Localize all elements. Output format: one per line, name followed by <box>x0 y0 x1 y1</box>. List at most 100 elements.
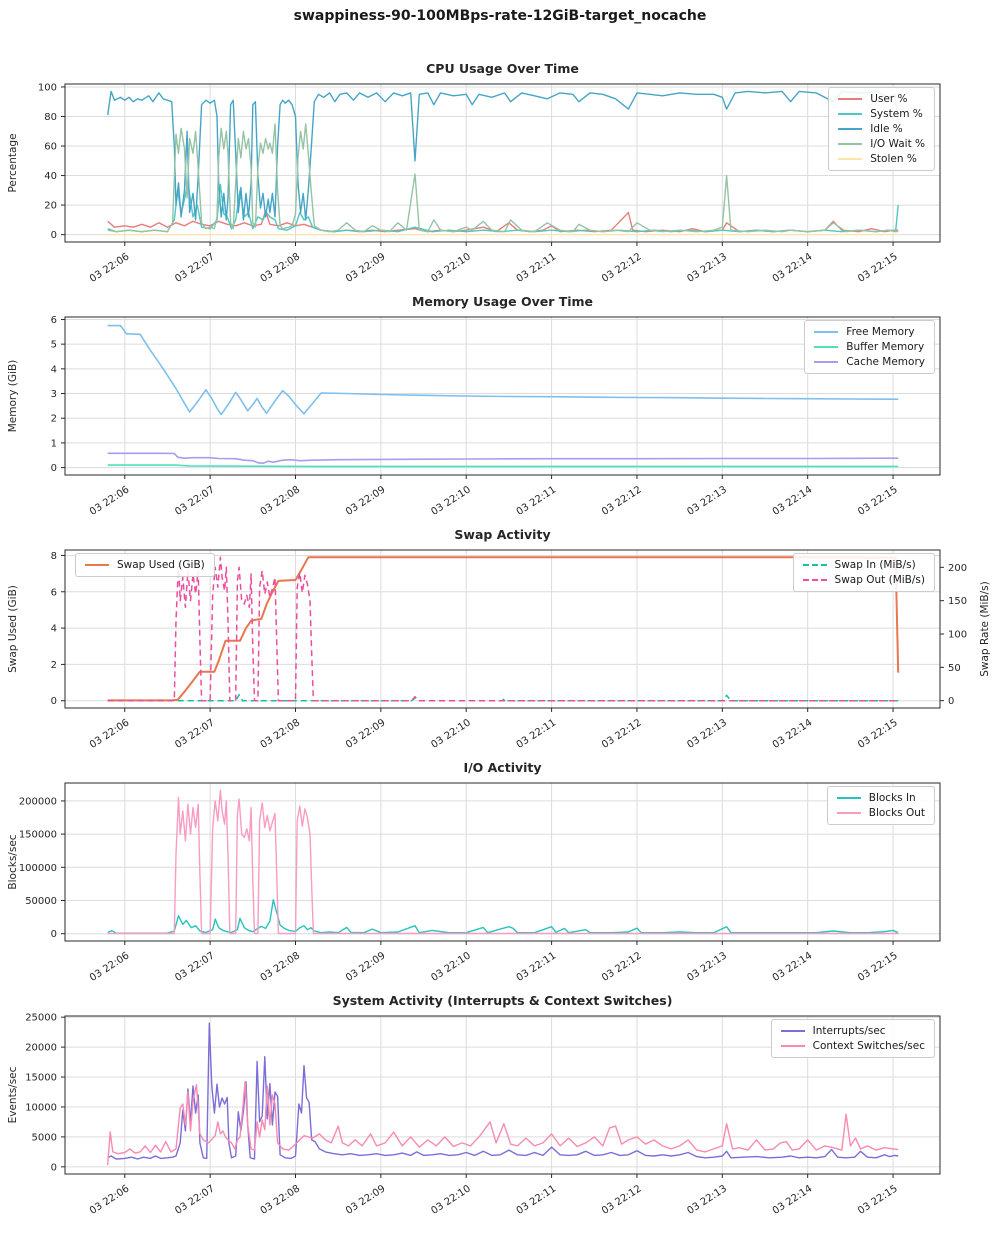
right-y-tick-label: 0 <box>948 696 954 707</box>
cpu-legend: User % System % Idle % I/O Wait % Stolen % <box>828 87 935 171</box>
legend-item: Stolen % <box>838 153 925 165</box>
x-tick-label: 03 22:14 <box>771 251 815 285</box>
legend-swatch <box>780 1030 805 1032</box>
y-tick-label: 0 <box>51 929 57 940</box>
plot-frame <box>64 83 941 243</box>
right-y-tick-label: 100 <box>948 630 967 641</box>
x-tick-label: 03 22:15 <box>856 484 900 518</box>
series-swap-in-mib-s- <box>107 693 899 702</box>
x-tick-label: 03 22:07 <box>173 717 217 751</box>
x-tick-label: 03 22:09 <box>344 717 388 751</box>
series-swap-used-gib- <box>107 556 900 702</box>
legend-item: Swap In (MiB/s) <box>802 559 925 571</box>
y-tick-label: 80 <box>44 112 57 123</box>
series-blocks-out <box>107 789 899 935</box>
series-blocks-in <box>107 899 899 934</box>
legend-label: User % <box>870 93 908 105</box>
legend-label: Swap Out (MiB/s) <box>834 574 925 586</box>
y-tick-label: 60 <box>44 142 57 153</box>
legend-label: Free Memory <box>846 326 915 338</box>
chart-memory-usage: 03 22:06 03 22:07 03 22:08 03 22:09 03 22:10… <box>0 287 1000 520</box>
x-tick-label: 03 22:06 <box>88 950 132 984</box>
x-tick-label: 03 22:13 <box>685 717 729 751</box>
legend-swatch <box>838 128 863 130</box>
series-idle- <box>107 90 899 221</box>
legend-label: Interrupts/sec <box>812 1025 886 1037</box>
x-tick-label: 03 22:07 <box>173 251 217 285</box>
x-tick-label: 03 22:07 <box>173 950 217 984</box>
y-tick-label: 8 <box>51 551 57 562</box>
series-buffer-memory <box>107 464 899 468</box>
right-y-tick-label: 150 <box>948 596 967 607</box>
x-tick-label: 03 22:14 <box>771 1183 815 1217</box>
y-tick-label: 50000 <box>25 896 57 907</box>
memory-plot-canvas: 03 22:06 03 22:07 03 22:08 03 22:09 03 22:10… <box>7 294 941 518</box>
x-tick-label: 03 22:14 <box>771 950 815 984</box>
y-tick-label: 6 <box>51 587 57 598</box>
legend-label: Swap In (MiB/s) <box>834 559 916 571</box>
system-plot-canvas: 03 22:06 03 22:07 03 22:08 03 22:09 03 22:10… <box>7 993 941 1217</box>
y-tick-label: 40 <box>44 171 57 182</box>
x-tick-label: 03 22:12 <box>600 950 644 984</box>
x-tick-label: 03 22:08 <box>259 1183 303 1217</box>
io-legend: Blocks In Blocks Out <box>826 786 935 825</box>
right-y-axis-label: Swap Rate (MiB/s) <box>979 581 991 676</box>
x-tick-label: 03 22:10 <box>429 717 473 751</box>
y-tick-label: 6 <box>51 315 57 326</box>
legend-swatch <box>836 797 861 799</box>
legend-label: Idle % <box>870 123 903 135</box>
x-tick-label: 03 22:12 <box>600 1183 644 1217</box>
x-tick-label: 03 22:10 <box>429 1183 473 1217</box>
legend-swatch <box>838 98 863 100</box>
legend-label: Context Switches/sec <box>812 1040 925 1052</box>
chart-io-activity: 03 22:06 03 22:07 03 22:08 03 22:09 03 22:10… <box>0 753 1000 986</box>
chart-title: System Activity (Interrupts & Context Sw… <box>333 993 673 1008</box>
x-tick-label: 03 22:11 <box>515 251 559 285</box>
x-tick-label: 03 22:08 <box>259 717 303 751</box>
y-tick-label: 2 <box>51 414 57 425</box>
x-tick-label: 03 22:10 <box>429 950 473 984</box>
legend-item: Blocks In <box>836 792 925 804</box>
gridlines <box>65 783 940 941</box>
x-tick-label: 03 22:08 <box>259 950 303 984</box>
x-tick-label: 03 22:10 <box>429 484 473 518</box>
chart-swap-activity: 03 22:06 03 22:07 03 22:08 03 22:09 03 22:10… <box>0 520 1000 753</box>
gridlines <box>65 317 940 475</box>
legend-item: System % <box>838 108 925 120</box>
x-tick-label: 03 22:12 <box>600 717 644 751</box>
legend-label: Cache Memory <box>846 356 925 368</box>
x-tick-label: 03 22:07 <box>173 1183 217 1217</box>
x-tick-label: 03 22:06 <box>88 484 132 518</box>
y-tick-label: 4 <box>51 364 57 375</box>
legend-swatch <box>838 143 863 145</box>
y-tick-label: 4 <box>51 624 57 635</box>
plot-frame <box>64 1015 941 1175</box>
legend-swatch <box>802 579 827 581</box>
x-tick-label: 03 22:11 <box>515 484 559 518</box>
x-tick-label: 03 22:06 <box>88 1183 132 1217</box>
legend-label: I/O Wait % <box>870 138 925 150</box>
series-cache-memory <box>107 452 899 464</box>
legend-swatch <box>838 113 863 115</box>
swap-legend: Swap Used (GiB) <box>75 553 215 577</box>
y-tick-label: 0 <box>51 463 57 474</box>
x-tick-label: 03 22:14 <box>771 484 815 518</box>
x-tick-label: 03 22:15 <box>856 1183 900 1217</box>
plot-frame <box>64 549 941 709</box>
series-swap-out-mib-s- <box>107 556 899 702</box>
y-tick-label: 5 <box>51 340 57 351</box>
memory-legend: Free Memory Buffer Memory Cache Memory <box>804 320 935 374</box>
x-tick-label: 03 22:14 <box>771 717 815 751</box>
plot-frame <box>64 316 941 476</box>
right-y-tick-label: 200 <box>948 563 967 574</box>
x-tick-label: 03 22:11 <box>515 1183 559 1217</box>
legend-swatch <box>814 361 839 363</box>
legend-label: System % <box>870 108 923 120</box>
series-group <box>107 324 899 468</box>
legend-item: Blocks Out <box>836 807 925 819</box>
x-tick-label: 03 22:13 <box>685 1183 729 1217</box>
x-tick-label: 03 22:08 <box>259 251 303 285</box>
x-tick-label: 03 22:10 <box>429 251 473 285</box>
series-free-memory <box>107 324 899 416</box>
legend-item: User % <box>838 93 925 105</box>
